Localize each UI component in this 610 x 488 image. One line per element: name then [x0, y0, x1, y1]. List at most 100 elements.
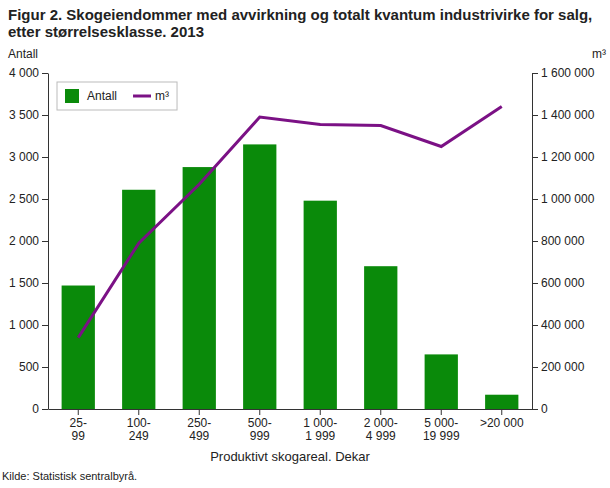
legend-swatch	[65, 89, 79, 103]
tick: 1 600 000	[532, 66, 595, 80]
tick-label-line: 4 999	[366, 429, 396, 443]
tick-mark	[320, 409, 321, 415]
tick: 500	[19, 360, 48, 374]
tick-label: 1 600 000	[541, 66, 595, 80]
y-axis: 0 500 1 000 1 500 2 000 2 500 3 000 3 500 4 000	[9, 66, 49, 416]
line	[78, 107, 502, 338]
tick-label-line: 999	[250, 429, 270, 443]
source: Kilde: Statistisk sentralbyrå.	[2, 470, 137, 482]
tick: 5 000-19 999	[423, 409, 460, 443]
x-axis-line	[49, 409, 533, 410]
tick-mark	[42, 367, 48, 368]
tick-label-line: 99	[72, 429, 86, 443]
tick: 1 000-1 999	[303, 409, 337, 443]
tick-mark	[42, 283, 48, 284]
tick: 2 000	[9, 234, 48, 248]
bar	[304, 201, 337, 409]
tick-mark	[532, 283, 538, 284]
tick: 100-249	[127, 409, 151, 443]
tick: 4 000	[9, 66, 48, 80]
tick-label: 400 000	[541, 318, 585, 332]
bar	[425, 354, 458, 409]
tick-label: 25-99	[70, 416, 87, 444]
tick-mark	[42, 115, 48, 116]
tick: 2 500	[9, 192, 48, 206]
tick-label-line: 499	[189, 429, 209, 443]
tick-label: 100-249	[127, 416, 151, 444]
y2-axis-title: m³	[592, 47, 606, 61]
legend-swatch	[133, 95, 151, 98]
chart: Figur 2. Skogeiendommer med avvirkning o…	[0, 0, 610, 488]
tick: 3 500	[9, 108, 48, 122]
tick-label-line: 1 999	[305, 429, 335, 443]
tick-label: 3 000	[9, 150, 39, 164]
title-line: etter størrelsesklasse. 2013	[8, 23, 204, 40]
tick-mark	[441, 409, 442, 415]
x-axis-title: Produktivt skogareal. Dekar	[210, 449, 370, 464]
tick-mark	[42, 73, 48, 74]
tick-label: 1 200 000	[541, 150, 595, 164]
tick-label: 250-499	[187, 416, 211, 444]
y-axis-title: Antall	[8, 47, 38, 61]
tick-mark	[42, 157, 48, 158]
tick-label-line: 500-	[248, 416, 272, 430]
tick-mark	[199, 409, 200, 415]
tick-label-line: 100-	[127, 416, 151, 430]
bar	[243, 144, 276, 409]
bar	[183, 167, 216, 409]
tick-mark	[501, 409, 502, 415]
tick-label: 2 000	[9, 234, 39, 248]
tick-label-line: 2 000-	[364, 416, 398, 430]
tick-label: 0	[541, 402, 548, 416]
tick: 800 000	[532, 234, 585, 248]
tick: 250-499	[187, 409, 211, 443]
tick-label: 1 000	[9, 318, 39, 332]
y-axis-line	[48, 74, 49, 410]
tick-label: 600 000	[541, 276, 585, 290]
tick: 25-99	[70, 409, 87, 443]
tick-label: 1 000 000	[541, 192, 595, 206]
bar	[62, 286, 95, 409]
tick: 1 200 000	[532, 150, 595, 164]
tick: 500-999	[248, 409, 272, 443]
tick-label-line: 19 999	[423, 429, 460, 443]
tick-mark	[78, 409, 79, 415]
tick-label: 500	[19, 360, 39, 374]
tick: 3 000	[9, 150, 48, 164]
tick-label-line: 25-	[70, 416, 87, 430]
legend: Antallm³	[57, 82, 177, 110]
tick: 1 000 000	[532, 192, 595, 206]
tick-label: 200 000	[541, 360, 585, 374]
tick-label-line: 249	[129, 429, 149, 443]
y2-axis: 0 200 000 400 000 600 000 800 000 1 000 000 1 …	[532, 66, 595, 416]
tick-mark	[380, 409, 381, 415]
tick-label: 800 000	[541, 234, 585, 248]
tick-label: 2 000-4 999	[364, 416, 398, 444]
tick-mark	[532, 115, 538, 116]
bar	[122, 190, 155, 409]
tick-mark	[42, 325, 48, 326]
legend-label: m³	[155, 89, 169, 103]
tick-label: >20 000	[480, 416, 524, 430]
tick: 0	[32, 402, 48, 416]
tick-mark	[532, 325, 538, 326]
tick-mark	[532, 241, 538, 242]
tick: 1 000	[9, 318, 48, 332]
tick-mark	[42, 199, 48, 200]
tick: 1 500	[9, 276, 48, 290]
tick-label: 0	[32, 402, 39, 416]
tick: 0	[532, 402, 548, 416]
tick-label-line: 5 000-	[424, 416, 458, 430]
tick-mark	[532, 367, 538, 368]
tick-mark	[138, 409, 139, 415]
tick: 2 000-4 999	[364, 409, 398, 443]
title: Figur 2. Skogeiendommer med avvirkning o…	[8, 6, 592, 40]
tick-mark	[532, 409, 538, 410]
bar	[364, 266, 397, 409]
tick: 1 400 000	[532, 108, 595, 122]
tick-label: 500-999	[248, 416, 272, 444]
tick-mark	[532, 73, 538, 74]
tick-label: 4 000	[9, 66, 39, 80]
tick-mark	[42, 241, 48, 242]
tick-label: 3 500	[9, 108, 39, 122]
